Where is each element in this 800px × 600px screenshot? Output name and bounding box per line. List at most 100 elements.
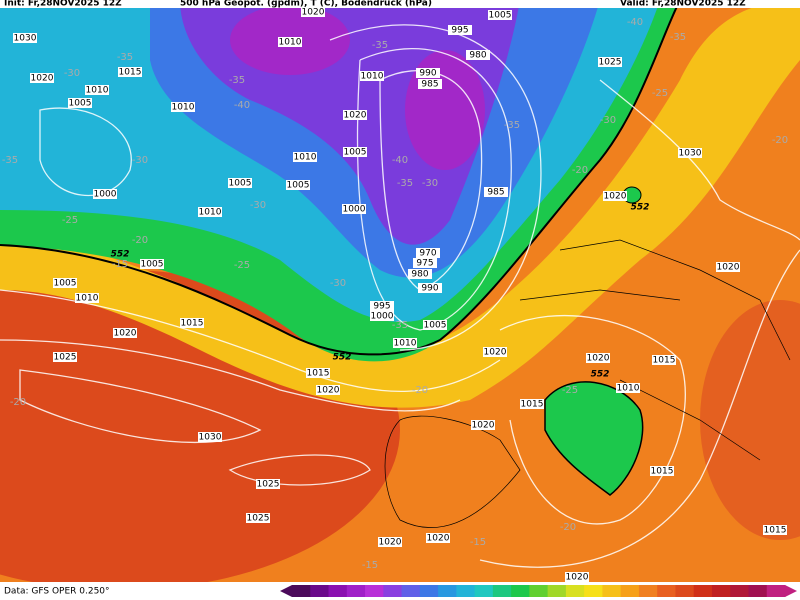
label-box: [198, 432, 222, 442]
label-box: [246, 513, 270, 523]
label-box: [413, 258, 437, 268]
labels: -35-30-35-40-35-30-25-30-25-20-15-30-35-…: [2, 7, 788, 583]
label-box: [342, 204, 366, 214]
isobar-label: 1005: [141, 260, 164, 270]
temperature-label: -30: [422, 178, 438, 189]
label-box: [316, 385, 340, 395]
isobar-label: 980: [411, 270, 428, 280]
label-box: [140, 259, 164, 269]
isobar-label: 1000: [343, 205, 366, 215]
isobar: [0, 289, 501, 393]
isobar-label: 1005: [69, 99, 92, 109]
geopotential-label: 552: [591, 370, 610, 380]
footer-source: Data: GFS OPER 0.250°: [4, 587, 110, 597]
isobar-label: 1030: [14, 34, 37, 44]
colorbar-swatch: [292, 585, 311, 597]
isobar-label: 1010: [172, 103, 195, 113]
label-box: [198, 207, 222, 217]
colorbar-swatch: [310, 585, 330, 597]
isobar-label: 1010: [617, 384, 640, 394]
colorbar-swatch: [657, 585, 676, 597]
isobar-label: 1005: [424, 321, 447, 331]
colorbar-swatch: [711, 585, 731, 597]
label-box: [716, 262, 740, 272]
isobar-label: 1025: [247, 514, 270, 524]
geopotential-552-line: [0, 0, 681, 356]
label-box: [393, 338, 417, 348]
isobar-label: 985: [421, 80, 438, 90]
label-box: [75, 293, 99, 303]
colorbar-swatch: [584, 585, 603, 597]
temperature-label: -15: [112, 259, 128, 270]
isobar-label: 1025: [257, 480, 280, 490]
isobar-label: 1020: [31, 74, 54, 84]
label-box: [483, 347, 507, 357]
temperature-label: -30: [250, 200, 266, 211]
colorbar: [280, 585, 797, 597]
isobar: [356, 47, 512, 331]
temperature-label: -30: [600, 115, 616, 126]
label-box: [416, 248, 440, 258]
isobar-label: 1030: [679, 149, 702, 159]
temperature-label: -15: [470, 537, 486, 548]
label-box: [53, 278, 77, 288]
colorbar-swatch: [346, 585, 366, 597]
isobar-label: 1015: [521, 400, 544, 410]
isobar-label: 1010: [361, 72, 384, 82]
label-box: [293, 152, 317, 162]
temperature-label: -20: [560, 522, 576, 533]
isobar-label: 1020: [344, 111, 367, 121]
colorbar-swatch: [492, 585, 512, 597]
isobar-label: 980: [469, 51, 486, 61]
label-box: [426, 533, 450, 543]
header-init: Init: Fr,28NOV2025 12Z: [4, 0, 122, 9]
colorbar-swatch: [565, 585, 585, 597]
label-box: [763, 525, 787, 535]
label-box: [418, 283, 442, 293]
yellow-band: [0, 0, 800, 408]
colorbar-swatch: [401, 585, 421, 597]
isobar-label: 1020: [587, 354, 610, 364]
temperature-label: -35: [397, 178, 413, 189]
temperature-label: -20: [132, 235, 148, 246]
colorbar-swatch: [511, 585, 530, 597]
temperature-label: -35: [504, 120, 520, 131]
isobar-label: 1000: [94, 190, 117, 200]
isobar-label: 1015: [764, 526, 787, 536]
isobar-label: 1020: [484, 348, 507, 358]
isobar: [499, 314, 686, 525]
temperature-label: -35: [670, 32, 686, 43]
colorbar-arrow: [785, 585, 797, 597]
isobar-label: 1010: [394, 339, 417, 349]
colorbar-swatch: [438, 585, 457, 597]
label-box: [471, 420, 495, 430]
isobar-label: 1010: [76, 294, 99, 304]
temperature-label: -25: [652, 88, 668, 99]
label-box: [370, 301, 394, 311]
cold-pool: [544, 381, 644, 496]
label-box: [408, 269, 432, 279]
colorbar-swatch: [328, 585, 348, 597]
label-box: [466, 50, 490, 60]
label-box: [286, 180, 310, 190]
isobar-label: 1010: [279, 38, 302, 48]
colorbar-swatch: [419, 585, 439, 597]
geopotential-label: 552: [631, 203, 650, 213]
geopotential-label: 552: [111, 250, 130, 260]
temperature-label: -35: [229, 75, 245, 86]
label-box: [418, 79, 442, 89]
colorbar-swatch: [675, 585, 695, 597]
colorbar-arrow: [280, 585, 292, 597]
coastlines: [384, 239, 791, 528]
label-box: [423, 320, 447, 330]
isobar-label: 1005: [287, 181, 310, 191]
isobar-label: 1020: [566, 573, 589, 583]
isobar: [0, 339, 461, 412]
temperature-label: -40: [627, 17, 643, 28]
label-box: [93, 189, 117, 199]
label-box: [598, 57, 622, 67]
isobar: [599, 79, 800, 241]
colorbar-swatch: [748, 585, 768, 597]
label-box: [118, 67, 142, 77]
temperature-label: -20: [412, 385, 428, 396]
